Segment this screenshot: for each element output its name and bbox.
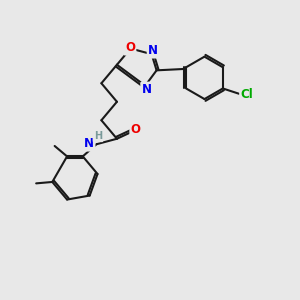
Text: O: O [125, 41, 135, 54]
Text: Cl: Cl [241, 88, 254, 101]
Text: N: N [84, 137, 94, 150]
Text: H: H [94, 131, 102, 141]
Text: O: O [131, 123, 141, 136]
Text: N: N [148, 44, 158, 57]
Text: N: N [142, 83, 152, 96]
